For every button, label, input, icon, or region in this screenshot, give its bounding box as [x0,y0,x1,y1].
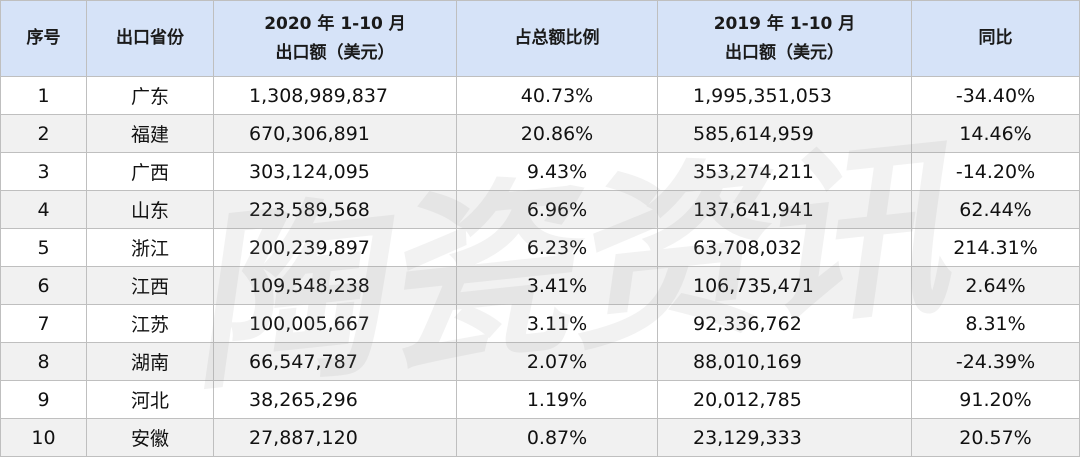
cell-export-2019: 353,274,211 [657,152,912,191]
cell-export-2019: 63,708,032 [657,228,912,267]
cell-export-2020: 223,589,568 [213,190,457,229]
export-ranking-table: 序号 出口省份 2020 年 1-10 月 出口额（美元） 占总额比例 2019… [0,0,1080,457]
cell-province: 山东 [86,190,214,229]
cell-yoy: 8.31% [911,304,1080,343]
cell-share: 3.11% [456,304,658,343]
cell-province: 福建 [86,114,214,153]
table-row: 4 山东 223,589,568 6.96% 137,641,941 62.44% [0,190,1080,229]
cell-yoy: -24.39% [911,342,1080,381]
table-row: 6 江西 109,548,238 3.41% 106,735,471 2.64% [0,266,1080,305]
cell-index: 6 [0,266,87,305]
cell-yoy: 14.46% [911,114,1080,153]
cell-export-2020: 109,548,238 [213,266,457,305]
cell-export-2020: 200,239,897 [213,228,457,267]
cell-province: 江西 [86,266,214,305]
cell-export-2019: 92,336,762 [657,304,912,343]
cell-share: 1.19% [456,380,658,419]
cell-index: 2 [0,114,87,153]
cell-index: 10 [0,418,87,457]
cell-export-2019: 137,641,941 [657,190,912,229]
header-province: 出口省份 [86,0,214,77]
cell-share: 6.96% [456,190,658,229]
table-row: 2 福建 670,306,891 20.86% 585,614,959 14.46% [0,114,1080,153]
cell-export-2020: 38,265,296 [213,380,457,419]
cell-share: 3.41% [456,266,658,305]
cell-share: 20.86% [456,114,658,153]
cell-yoy: -34.40% [911,76,1080,115]
cell-share: 6.23% [456,228,658,267]
cell-province: 湖南 [86,342,214,381]
cell-yoy: 62.44% [911,190,1080,229]
cell-export-2019: 23,129,333 [657,418,912,457]
cell-yoy: 20.57% [911,418,1080,457]
table-row: 1 广东 1,308,989,837 40.73% 1,995,351,053 -34.4… [0,76,1080,115]
header-export-2020: 2020 年 1-10 月 出口额（美元） [213,0,457,77]
cell-share: 0.87% [456,418,658,457]
header-index: 序号 [0,0,87,77]
cell-province: 广东 [86,76,214,115]
table-row: 9 河北 38,265,296 1.19% 20,012,785 91.20% [0,380,1080,419]
cell-index: 5 [0,228,87,267]
cell-export-2019: 585,614,959 [657,114,912,153]
cell-export-2020: 66,547,787 [213,342,457,381]
cell-province: 浙江 [86,228,214,267]
cell-export-2019: 1,995,351,053 [657,76,912,115]
cell-export-2020: 303,124,095 [213,152,457,191]
cell-province: 河北 [86,380,214,419]
cell-export-2020: 27,887,120 [213,418,457,457]
table-row: 3 广西 303,124,095 9.43% 353,274,211 -14.20% [0,152,1080,191]
cell-index: 1 [0,76,87,115]
cell-index: 7 [0,304,87,343]
cell-share: 2.07% [456,342,658,381]
cell-index: 9 [0,380,87,419]
header-export-2020-period: 2020 年 1-10 月 [264,13,406,34]
cell-yoy: 214.31% [911,228,1080,267]
cell-export-2020: 670,306,891 [213,114,457,153]
cell-yoy: -14.20% [911,152,1080,191]
cell-export-2020: 1,308,989,837 [213,76,457,115]
header-export-2019-period: 2019 年 1-10 月 [713,13,856,34]
cell-export-2020: 100,005,667 [213,304,457,343]
header-export-2020-unit: 出口额（美元） [275,42,395,63]
cell-province: 江苏 [86,304,214,343]
table-row: 10 安徽 27,887,120 0.87% 23,129,333 20.57% [0,418,1080,457]
table-header-row: 序号 出口省份 2020 年 1-10 月 出口额（美元） 占总额比例 2019… [0,0,1080,77]
cell-yoy: 2.64% [911,266,1080,305]
table-body: 1 广东 1,308,989,837 40.73% 1,995,351,053 -34.4… [0,76,1080,457]
table-row: 7 江苏 100,005,667 3.11% 92,336,762 8.31% [0,304,1080,343]
cell-yoy: 91.20% [911,380,1080,419]
table-row: 5 浙江 200,239,897 6.23% 63,708,032 214.31% [0,228,1080,267]
cell-index: 8 [0,342,87,381]
header-yoy: 同比 [911,0,1080,77]
cell-share: 40.73% [456,76,658,115]
cell-share: 9.43% [456,152,658,191]
cell-export-2019: 20,012,785 [657,380,912,419]
cell-index: 4 [0,190,87,229]
header-export-2019-unit: 出口额（美元） [725,42,844,63]
cell-province: 安徽 [86,418,214,457]
table-row: 8 湖南 66,547,787 2.07% 88,010,169 -24.39% [0,342,1080,381]
cell-province: 广西 [86,152,214,191]
cell-index: 3 [0,152,87,191]
cell-export-2019: 88,010,169 [657,342,912,381]
cell-export-2019: 106,735,471 [657,266,912,305]
header-export-2019: 2019 年 1-10 月 出口额（美元） [657,0,912,77]
header-share: 占总额比例 [456,0,658,77]
